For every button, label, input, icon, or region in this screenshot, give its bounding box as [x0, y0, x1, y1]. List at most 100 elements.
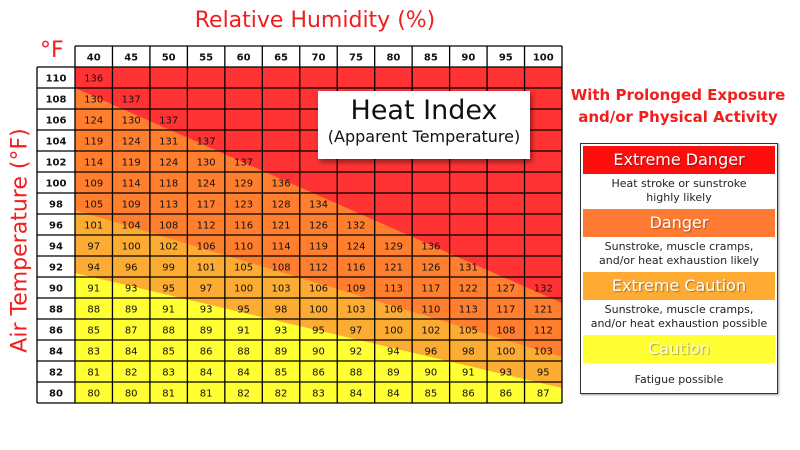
heat-index-cell: 88	[237, 347, 250, 358]
heat-index-cell: 80	[125, 389, 138, 400]
temperature-header: 92	[49, 263, 63, 274]
temperature-header: 100	[46, 179, 67, 190]
humidity-header: 40	[87, 53, 101, 64]
heat-index-cell: 108	[271, 263, 290, 274]
heat-index-cell: 108	[496, 326, 515, 337]
heat-index-cell: 117	[421, 284, 440, 295]
heat-index-cell: 89	[275, 347, 288, 358]
heat-index-cell: 98	[275, 305, 288, 316]
heat-index-cell: 106	[309, 284, 328, 295]
temperature-header: 108	[46, 95, 67, 106]
heat-index-cell: 116	[346, 263, 365, 274]
heat-index-cell: 100	[122, 242, 141, 253]
heat-index-cell: 85	[162, 347, 175, 358]
heat-index-cell: 137	[197, 137, 216, 148]
heat-index-cell: 89	[125, 305, 138, 316]
heat-index-cell: 93	[200, 305, 213, 316]
heat-index-cell: 129	[384, 242, 403, 253]
temperature-header: 82	[49, 368, 63, 379]
heat-index-cell: 137	[122, 95, 141, 106]
heat-index-cell: 124	[346, 242, 365, 253]
heat-index-cell: 80	[87, 389, 100, 400]
temperature-header: 102	[46, 158, 67, 169]
heat-index-cell: 100	[234, 284, 253, 295]
heat-index-cell: 94	[87, 263, 100, 274]
heat-index-cell: 95	[537, 368, 550, 379]
heat-index-cell: 81	[200, 389, 213, 400]
heat-index-cell: 105	[459, 326, 478, 337]
heat-index-cell: 129	[234, 179, 253, 190]
heat-index-cell: 100	[309, 305, 328, 316]
heat-index-cell: 136	[421, 242, 440, 253]
heat-index-cell: 119	[309, 242, 328, 253]
heat-index-cell: 91	[87, 284, 100, 295]
heat-index-cell: 131	[459, 263, 478, 274]
heat-index-cell: 96	[125, 263, 138, 274]
heat-index-cell: 103	[346, 305, 365, 316]
temperature-header: 96	[49, 221, 63, 232]
heat-index-cell: 136	[271, 179, 290, 190]
heat-index-cell: 83	[312, 389, 325, 400]
heat-index-cell: 85	[275, 368, 288, 379]
heat-index-cell: 88	[162, 326, 175, 337]
heat-index-cell: 98	[462, 347, 475, 358]
humidity-header: 95	[499, 53, 513, 64]
desc-line: Sunstroke, muscle cramps,	[604, 239, 754, 253]
legend-extreme-danger-desc: Heat stroke or sunstroke highly likely	[581, 174, 777, 207]
heat-index-cell: 91	[162, 305, 175, 316]
legend-heading: With Prolonged Exposure and/or Physical …	[560, 84, 796, 128]
heat-index-cell: 117	[197, 200, 216, 211]
desc-line: Sunstroke, muscle cramps,	[604, 302, 754, 316]
chart-subtitle: (Apparent Temperature)	[327, 127, 521, 146]
heat-index-cell: 99	[162, 263, 175, 274]
heat-index-cell: 106	[384, 305, 403, 316]
unit-label: °F	[40, 38, 64, 63]
heat-index-cell: 124	[159, 158, 178, 169]
heat-index-cell: 81	[87, 368, 100, 379]
heat-index-cell: 100	[496, 347, 515, 358]
heat-index-cell: 83	[87, 347, 100, 358]
temperature-header: 80	[49, 389, 63, 400]
heat-index-cell: 127	[496, 284, 515, 295]
heat-index-cell: 105	[84, 200, 103, 211]
heat-index-cell: 122	[459, 284, 478, 295]
heat-index-cell: 112	[309, 263, 328, 274]
heat-index-cell: 84	[237, 368, 250, 379]
humidity-header: 60	[237, 53, 251, 64]
heat-index-cell: 101	[197, 263, 216, 274]
heat-index-cell: 121	[534, 305, 553, 316]
x-axis-title: Relative Humidity (%)	[194, 8, 436, 33]
humidity-header: 75	[349, 53, 363, 64]
heat-index-cell: 104	[122, 221, 141, 232]
heat-index-cell: 89	[200, 326, 213, 337]
heat-index-cell: 110	[421, 305, 440, 316]
heat-index-cell: 119	[84, 137, 103, 148]
heat-index-cell: 114	[84, 158, 103, 169]
heat-index-cell: 95	[312, 326, 325, 337]
heat-index-cell: 124	[197, 179, 216, 190]
heat-index-cell: 109	[346, 284, 365, 295]
heat-index-cell: 109	[122, 200, 141, 211]
temperature-header: 98	[49, 200, 63, 211]
heat-index-cell: 134	[309, 200, 328, 211]
desc-line: Heat stroke or sunstroke	[611, 176, 747, 190]
heat-index-cell: 92	[350, 347, 363, 358]
temperature-header: 84	[49, 347, 63, 358]
heat-index-cell: 81	[162, 389, 175, 400]
desc-line: highly likely	[646, 190, 712, 204]
legend-heading-line1: With Prolonged Exposure	[570, 86, 786, 104]
heat-index-cell: 91	[237, 326, 250, 337]
temperature-header: 86	[49, 326, 63, 337]
humidity-header: 45	[124, 53, 138, 64]
heat-index-cell: 121	[271, 221, 290, 232]
heat-index-cell: 109	[84, 179, 103, 190]
heat-index-cell: 83	[162, 368, 175, 379]
header-row-bg	[75, 46, 562, 67]
heat-index-cell: 124	[84, 116, 103, 127]
legend: Extreme Danger Heat stroke or sunstroke h…	[580, 143, 778, 394]
heat-index-cell: 93	[275, 326, 288, 337]
legend-danger-desc: Sunstroke, muscle cramps, and/or heat exh…	[581, 237, 777, 270]
temperature-header: 104	[46, 137, 67, 148]
heat-index-cell: 126	[421, 263, 440, 274]
heat-index-cell: 108	[159, 221, 178, 232]
